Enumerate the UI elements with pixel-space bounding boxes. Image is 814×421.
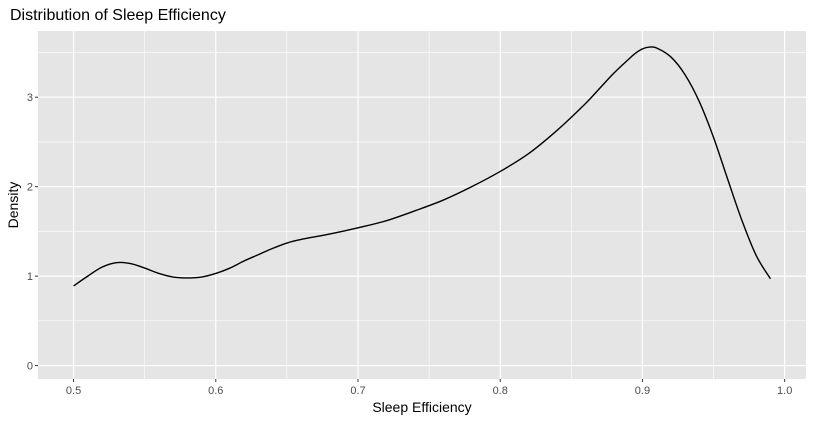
grid-lines [38, 31, 806, 379]
x-tick-label: 0.8 [493, 385, 508, 397]
x-tick-label: 0.9 [635, 385, 650, 397]
x-axis: 0.5 0.6 0.7 0.8 0.9 1.0 [66, 379, 792, 397]
y-tick-label: 1 [27, 271, 33, 283]
x-tick-label: 1.0 [777, 385, 792, 397]
y-axis-title: Density [5, 182, 21, 229]
x-tick-label: 0.5 [66, 385, 81, 397]
y-tick-label: 3 [27, 92, 33, 104]
x-tick-label: 0.7 [350, 385, 365, 397]
y-tick-label: 0 [27, 361, 33, 373]
y-axis: 0 1 2 3 [27, 92, 38, 373]
y-tick-label: 2 [27, 182, 33, 194]
x-axis-title: Sleep Efficiency [372, 399, 471, 415]
x-tick-label: 0.6 [208, 385, 223, 397]
density-curve [73, 46, 772, 287]
chart-title: Distribution of Sleep Efficiency [10, 7, 226, 24]
